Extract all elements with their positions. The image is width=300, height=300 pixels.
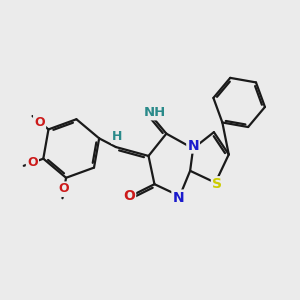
Text: H: H bbox=[112, 130, 122, 143]
Text: O: O bbox=[59, 182, 69, 195]
Text: O: O bbox=[34, 115, 45, 128]
Text: O: O bbox=[34, 116, 45, 129]
Text: O: O bbox=[59, 183, 69, 196]
Text: S: S bbox=[212, 177, 222, 191]
Text: NH: NH bbox=[143, 106, 166, 119]
Text: O: O bbox=[123, 189, 135, 203]
Text: O: O bbox=[27, 156, 38, 169]
Text: O: O bbox=[27, 156, 38, 169]
Text: N: N bbox=[187, 139, 199, 152]
Text: N: N bbox=[172, 190, 184, 205]
